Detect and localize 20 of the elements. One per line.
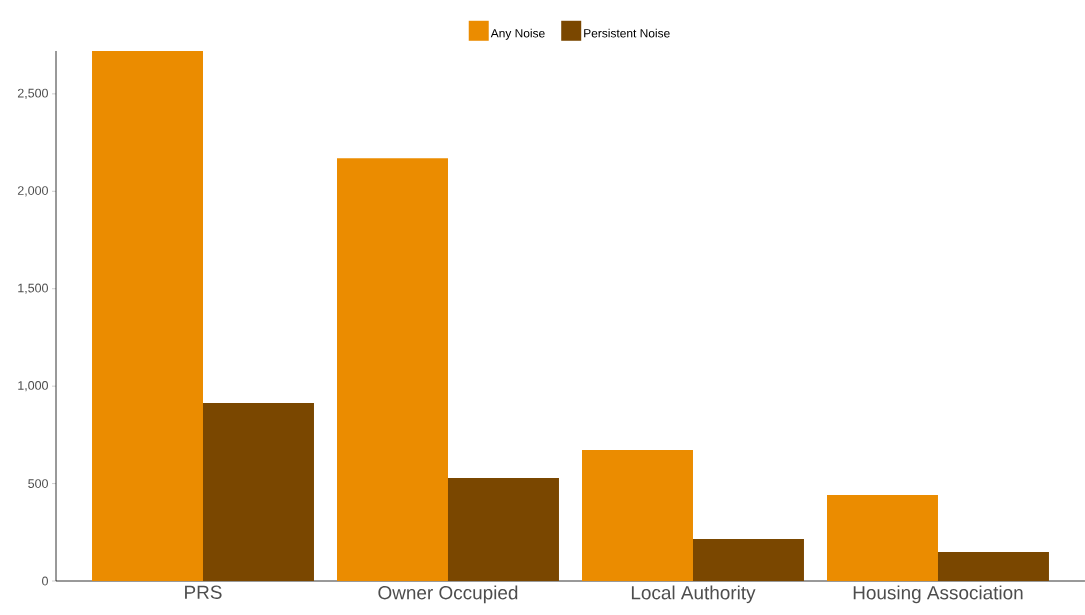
bar [937, 551, 1049, 581]
legend-label: Persistent Noise [584, 28, 670, 38]
y-tick-label: 2,500 [17, 88, 48, 99]
y-tick-label: 1,500 [18, 283, 48, 294]
bar [337, 158, 448, 581]
y-tick-label: 2,000 [17, 186, 48, 197]
x-tick-label: PRS [185, 585, 222, 599]
bar [692, 538, 804, 581]
x-tick-label: Housing Association [853, 585, 1023, 604]
y-tick-label: 0 [42, 576, 48, 586]
bar [582, 450, 693, 581]
y-tick-label: 500 [28, 479, 48, 488]
x-tick-label: Owner Occupied [378, 585, 518, 604]
bar [827, 495, 938, 581]
legend-label: Any Noise [490, 28, 545, 40]
x-tick-label: Local Authority [631, 585, 756, 604]
bar [447, 477, 559, 581]
y-tick-label: 1,000 [18, 381, 48, 392]
bar [92, 50, 203, 581]
bar [203, 402, 314, 581]
